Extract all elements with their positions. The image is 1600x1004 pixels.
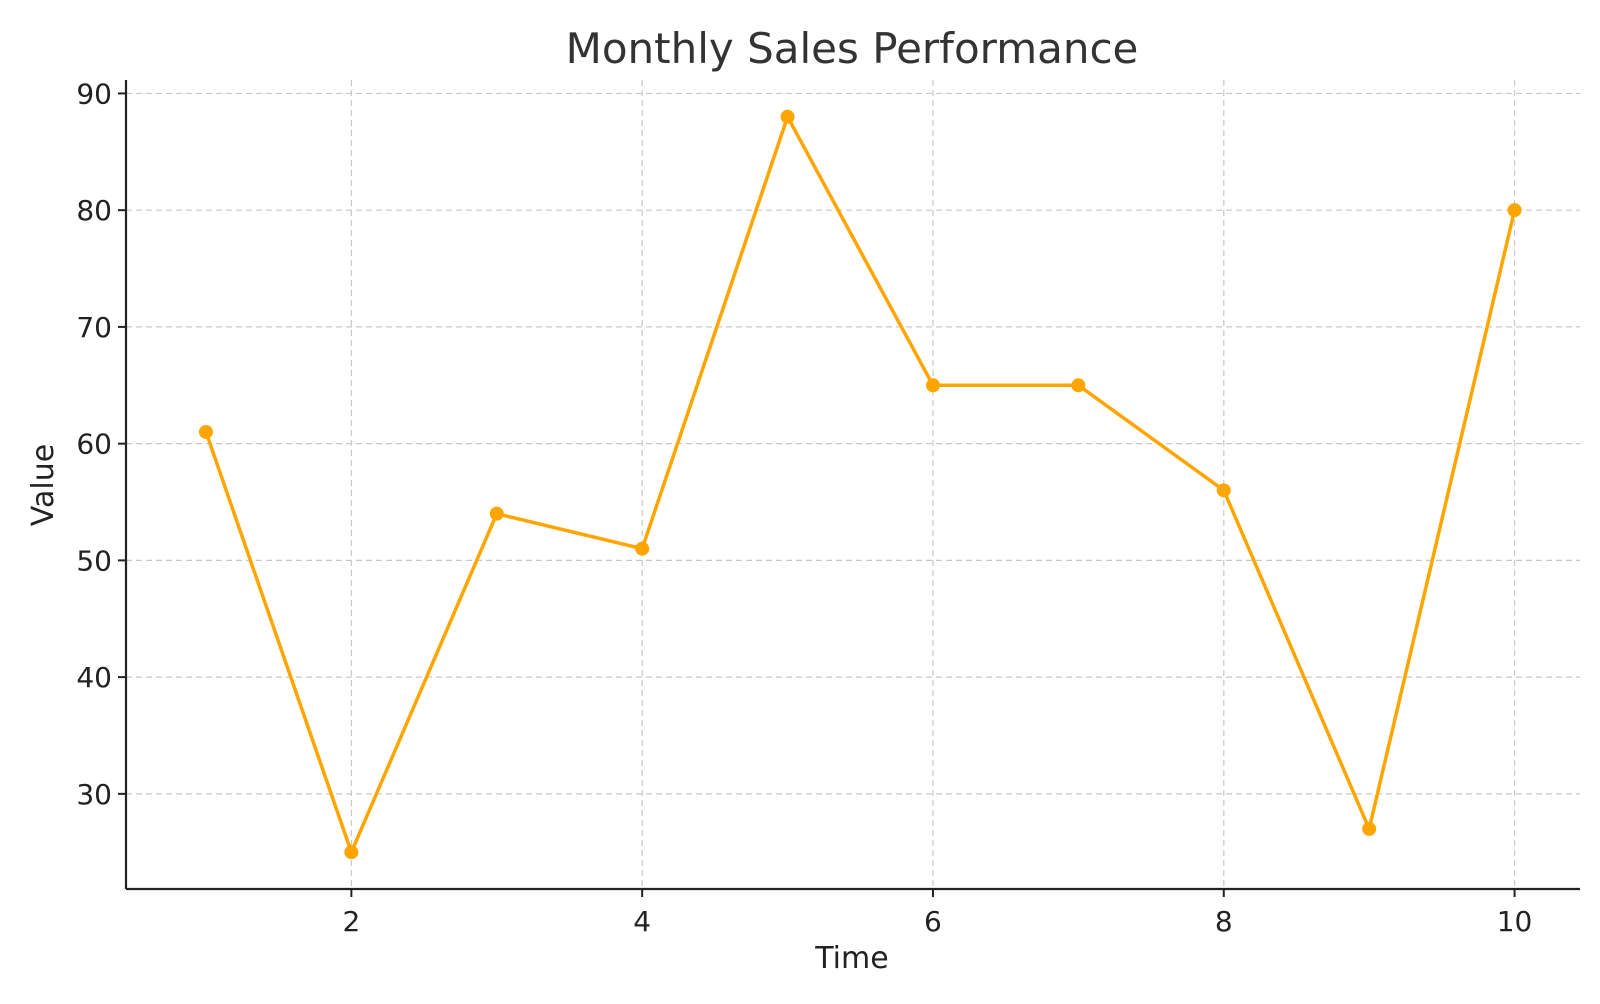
- x-axis-label: Time: [814, 941, 888, 976]
- data-point: [635, 541, 650, 556]
- y-tick-label: 60: [76, 428, 112, 461]
- series-line: [204, 115, 1517, 854]
- x-tick-label: 10: [1497, 905, 1533, 938]
- y-ticks: 30 40 50 60 70 80 90: [76, 77, 126, 811]
- data-point: [1216, 483, 1231, 498]
- y-tick-label: 50: [76, 544, 112, 577]
- data-point: [1071, 378, 1086, 393]
- y-tick-label: 30: [76, 778, 112, 811]
- axes: [124, 80, 1580, 891]
- x-tick-label: 6: [924, 905, 942, 938]
- data-point: [925, 378, 940, 393]
- x-tick-label: 8: [1215, 905, 1233, 938]
- x-tick-label: 4: [633, 905, 651, 938]
- x-tick-label: 2: [342, 905, 360, 938]
- x-ticks: 2 4 6 8 10: [342, 889, 1532, 938]
- data-point: [780, 109, 795, 124]
- data-point: [198, 424, 213, 439]
- data-point: [1362, 821, 1377, 836]
- data-point: [1507, 203, 1522, 218]
- y-tick-label: 70: [76, 311, 112, 344]
- grid: [126, 80, 1580, 889]
- chart-title: Monthly Sales Performance: [566, 24, 1139, 73]
- y-tick-label: 90: [76, 77, 112, 110]
- data-point: [489, 506, 504, 521]
- series: [198, 109, 1522, 860]
- y-axis-label: Value: [26, 444, 61, 526]
- y-tick-label: 40: [76, 661, 112, 694]
- data-point: [344, 845, 359, 860]
- y-tick-label: 80: [76, 194, 112, 227]
